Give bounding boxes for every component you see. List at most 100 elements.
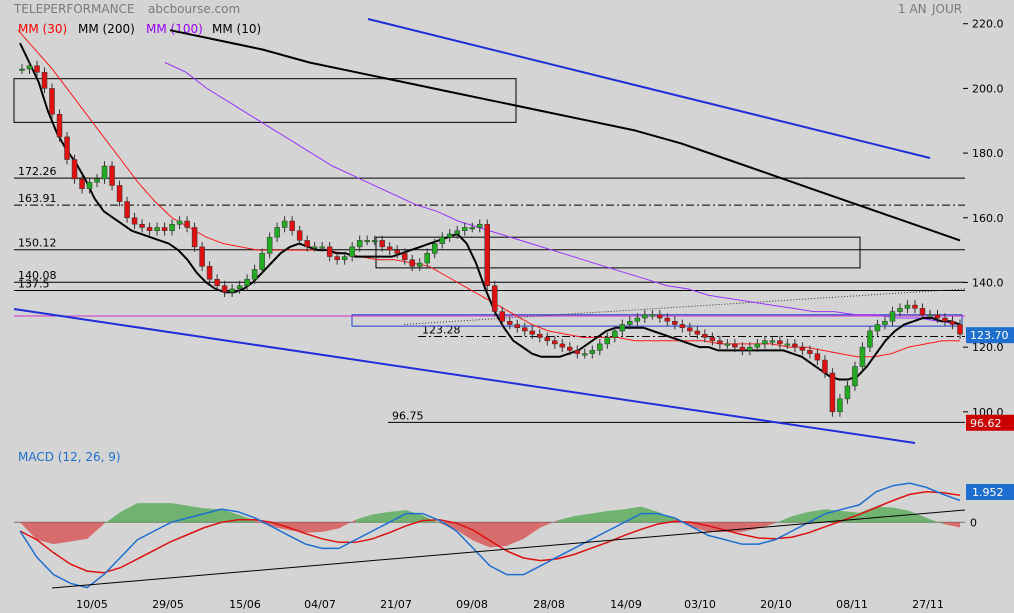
candle-body <box>949 321 956 325</box>
candle-body <box>784 343 791 346</box>
support-level-label: 140.08 <box>18 269 57 282</box>
candle-body <box>364 240 370 243</box>
candle-body <box>461 227 468 231</box>
candle-body <box>717 340 723 345</box>
candle-body <box>184 220 190 228</box>
y-tick-label: 140.0 <box>972 276 1004 289</box>
y-tick-label: 180.0 <box>972 147 1004 160</box>
x-tick-label: 28/08 <box>533 598 565 611</box>
candle-body <box>769 340 776 343</box>
candle-body <box>289 220 295 231</box>
candle-body <box>146 227 153 231</box>
candle-body <box>266 236 273 254</box>
macd-badge <box>966 484 1014 500</box>
candle-body <box>792 343 798 348</box>
source-label: abcbourse.com <box>148 2 240 16</box>
candle-body <box>927 314 933 317</box>
x-tick-label: 10/05 <box>76 598 108 611</box>
x-tick-label: 04/07 <box>304 598 336 611</box>
candle-body <box>514 324 521 328</box>
candle-body <box>904 304 911 309</box>
x-tick-label: 27/11 <box>912 598 944 611</box>
candle-body <box>822 359 828 374</box>
candle-body <box>26 65 33 70</box>
candle-body <box>124 201 130 219</box>
candle-body <box>694 330 701 335</box>
channel-top-line <box>367 18 931 159</box>
legend-ma200: MM (200) <box>78 22 135 36</box>
candle-body <box>574 350 581 354</box>
support-level-label: 163.91 <box>18 192 57 205</box>
period-button[interactable]: 1 AN <box>898 2 927 16</box>
candle-body <box>499 311 506 322</box>
candle-body <box>431 243 438 254</box>
candle-body <box>131 217 138 225</box>
candle-body <box>567 346 573 351</box>
candle-body <box>356 240 363 248</box>
candle-body <box>206 266 213 280</box>
candle-body <box>537 333 543 338</box>
macd-badge-label: 1.952 <box>972 486 1004 499</box>
candle-body <box>454 230 460 235</box>
candle-body <box>649 314 656 317</box>
x-tick-label: 08/11 <box>836 598 868 611</box>
candle-body <box>664 317 671 322</box>
candle-body <box>334 256 340 261</box>
candle-body <box>702 333 708 338</box>
price-badge <box>966 327 1014 344</box>
candle-body <box>672 321 678 325</box>
price-badge-label: 123.70 <box>970 329 1009 342</box>
support-level-label: 150.12 <box>18 237 57 250</box>
y-tick-label: 160.0 <box>972 212 1004 225</box>
candle-body <box>829 372 836 413</box>
candle-body <box>424 253 430 264</box>
candle-body <box>236 285 243 290</box>
candle-body <box>244 278 250 286</box>
legend-ma10: MM (10) <box>212 22 261 36</box>
candle-body <box>101 165 108 180</box>
candle-body <box>34 65 40 73</box>
y-tick-label: 120.0 <box>972 341 1004 354</box>
candle-body <box>311 246 318 249</box>
macd-line <box>19 482 961 589</box>
candle-body <box>747 346 753 351</box>
candle-body <box>341 256 348 261</box>
candle-body <box>251 269 258 280</box>
support-level-label: 123.28 <box>422 324 461 337</box>
candle-body <box>852 366 858 387</box>
candle-body <box>296 230 303 241</box>
candle-body <box>221 285 228 293</box>
candle-body <box>604 337 611 345</box>
candle-body <box>522 327 528 332</box>
candle-body <box>191 227 198 248</box>
candle-body <box>409 259 415 267</box>
candle-body <box>319 246 325 249</box>
candle-body <box>814 353 821 361</box>
candle-body <box>657 314 663 319</box>
candle-body <box>41 71 48 89</box>
macd-title: MACD (12, 26, 9) <box>18 450 121 464</box>
candle-body <box>559 343 566 348</box>
candle-body <box>897 308 903 312</box>
candle-body <box>627 321 633 325</box>
candle-body <box>476 223 483 228</box>
candle-body <box>582 353 588 356</box>
dotted-trendline <box>403 288 966 325</box>
x-tick-label: 03/10 <box>684 598 716 611</box>
interval-button[interactable]: JOUR <box>931 2 962 16</box>
candle-body <box>154 227 160 231</box>
support-level-label: 96.75 <box>392 409 424 422</box>
candle-body <box>416 262 423 267</box>
ma100-line <box>164 62 961 325</box>
candle-body <box>889 311 896 322</box>
candle-body <box>349 246 355 257</box>
candle-body <box>79 178 85 189</box>
candle-body <box>739 346 746 351</box>
candle-body <box>446 233 453 238</box>
macd-signal-line <box>19 491 961 574</box>
candle-body <box>687 327 693 332</box>
support-level-label: 137.5 <box>18 278 50 291</box>
candle-body <box>326 246 333 257</box>
candle-body <box>379 240 385 248</box>
candle-body <box>552 340 558 345</box>
